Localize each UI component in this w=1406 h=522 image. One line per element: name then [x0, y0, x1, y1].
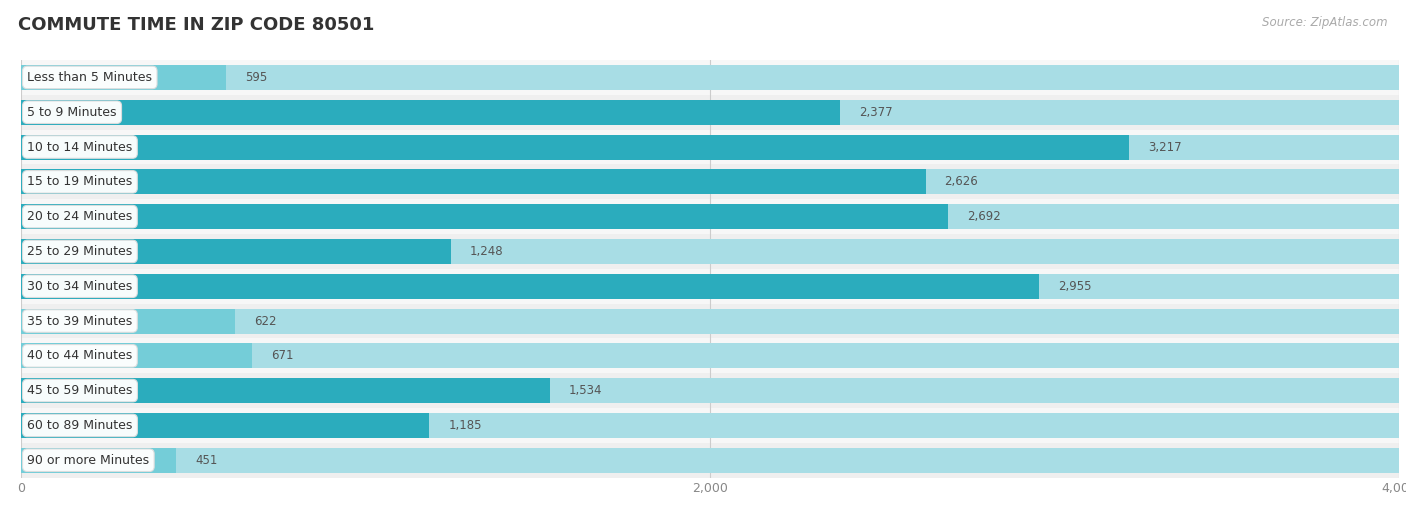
Bar	[21, 269, 1399, 304]
Bar	[21, 169, 1399, 194]
Bar	[21, 274, 1039, 299]
Bar	[21, 65, 226, 90]
Bar	[21, 60, 1399, 95]
Bar	[21, 100, 839, 125]
Bar	[21, 309, 1399, 334]
Bar	[21, 65, 1399, 90]
Bar	[21, 204, 949, 229]
Text: 1,534: 1,534	[568, 384, 602, 397]
Text: 15 to 19 Minutes: 15 to 19 Minutes	[27, 175, 132, 188]
Bar	[21, 413, 1399, 438]
Bar	[21, 343, 252, 369]
Bar	[21, 199, 1399, 234]
Bar	[21, 343, 1399, 369]
Bar	[21, 304, 1399, 338]
Text: 2,377: 2,377	[859, 106, 893, 118]
Text: 5 to 9 Minutes: 5 to 9 Minutes	[27, 106, 117, 118]
Bar	[21, 135, 1129, 160]
Bar	[21, 443, 1399, 478]
Text: 10 to 14 Minutes: 10 to 14 Minutes	[27, 140, 132, 153]
Text: 45 to 59 Minutes: 45 to 59 Minutes	[27, 384, 132, 397]
Bar	[21, 204, 1399, 229]
Bar	[21, 309, 235, 334]
Text: 25 to 29 Minutes: 25 to 29 Minutes	[27, 245, 132, 258]
Text: 595: 595	[245, 71, 267, 84]
Bar	[21, 234, 1399, 269]
Text: 3,217: 3,217	[1149, 140, 1182, 153]
Bar	[21, 164, 1399, 199]
Bar	[21, 373, 1399, 408]
Text: 35 to 39 Minutes: 35 to 39 Minutes	[27, 315, 132, 327]
Text: 60 to 89 Minutes: 60 to 89 Minutes	[27, 419, 132, 432]
Bar	[21, 408, 1399, 443]
Text: 1,248: 1,248	[470, 245, 503, 258]
Bar	[21, 378, 550, 403]
Text: 451: 451	[195, 454, 218, 467]
Bar	[21, 239, 451, 264]
Bar	[21, 413, 429, 438]
Text: 90 or more Minutes: 90 or more Minutes	[27, 454, 149, 467]
Bar	[21, 239, 1399, 264]
Bar	[21, 100, 1399, 125]
Text: Less than 5 Minutes: Less than 5 Minutes	[27, 71, 152, 84]
Text: Source: ZipAtlas.com: Source: ZipAtlas.com	[1263, 16, 1388, 29]
Text: 30 to 34 Minutes: 30 to 34 Minutes	[27, 280, 132, 293]
Bar	[21, 169, 925, 194]
Bar	[21, 135, 1399, 160]
Text: 2,692: 2,692	[967, 210, 1001, 223]
Text: 622: 622	[254, 315, 277, 327]
Text: 40 to 44 Minutes: 40 to 44 Minutes	[27, 349, 132, 362]
Bar	[21, 129, 1399, 164]
Text: COMMUTE TIME IN ZIP CODE 80501: COMMUTE TIME IN ZIP CODE 80501	[18, 16, 374, 33]
Bar	[21, 274, 1399, 299]
Bar	[21, 338, 1399, 373]
Bar	[21, 448, 1399, 473]
Text: 2,955: 2,955	[1057, 280, 1091, 293]
Text: 671: 671	[271, 349, 294, 362]
Text: 2,626: 2,626	[945, 175, 979, 188]
Bar	[21, 448, 176, 473]
Bar	[21, 378, 1399, 403]
Bar	[21, 95, 1399, 129]
Text: 20 to 24 Minutes: 20 to 24 Minutes	[27, 210, 132, 223]
Text: 1,185: 1,185	[449, 419, 482, 432]
